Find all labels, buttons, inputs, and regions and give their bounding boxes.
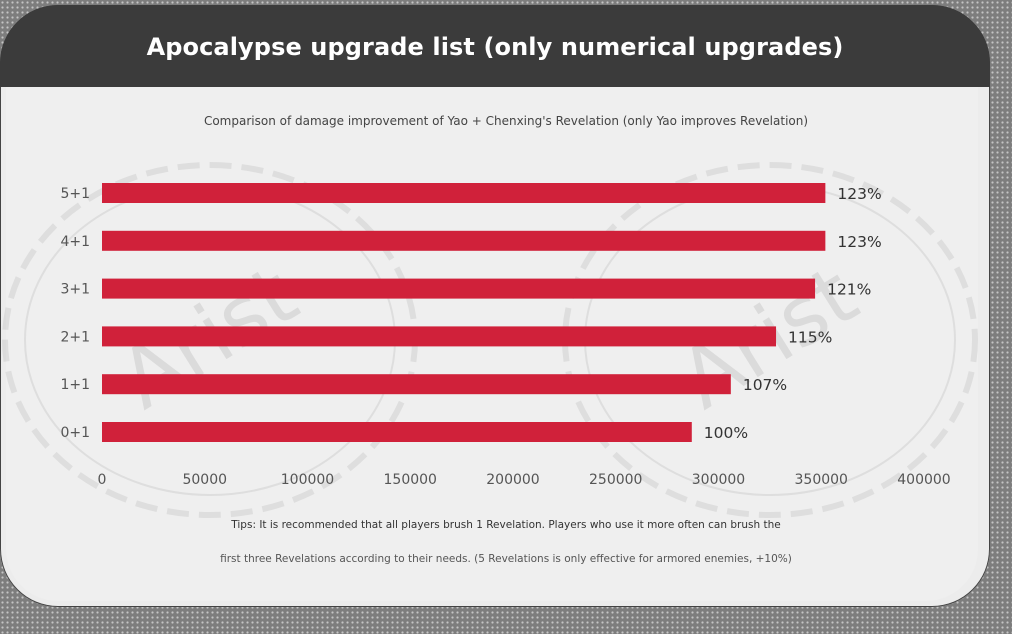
bar-5+1 <box>102 183 826 203</box>
bar-4+1 <box>102 230 826 251</box>
x-tick-label: 50000 <box>182 472 227 488</box>
x-tick-label: 300000 <box>692 472 745 488</box>
data-label: 107% <box>743 376 787 394</box>
category-label: 5+1 <box>60 186 90 202</box>
category-label: 2+1 <box>60 329 90 345</box>
data-label: 123% <box>837 185 881 203</box>
data-label: 100% <box>704 424 748 442</box>
category-label: 1+1 <box>60 377 90 393</box>
x-tick-label: 0 <box>98 472 107 488</box>
bar-2+1 <box>102 326 777 347</box>
category-labels: 5+1 4+1 3+1 2+1 1+1 0+1 <box>60 186 90 441</box>
x-tick-label: 250000 <box>589 472 642 488</box>
data-label: 121% <box>827 281 871 299</box>
header-bar: Apocalypse upgrade list (only numerical … <box>0 5 990 87</box>
x-axis-ticks: 0 50000 100000 150000 200000 250000 300000 3500… <box>98 472 951 488</box>
bar-0+1 <box>102 422 692 442</box>
x-tick-label: 150000 <box>384 472 437 488</box>
content-card: Apocalypse upgrade list (only numerical … <box>0 5 990 607</box>
chart-title: Comparison of damage improvement of Yao … <box>203 114 809 128</box>
data-label: 123% <box>837 233 881 251</box>
page-title: Apocalypse upgrade list (only numerical … <box>146 33 844 61</box>
x-tick-label: 400000 <box>897 472 950 488</box>
tips-line-1: Tips: It is recommended that all players… <box>231 519 781 531</box>
category-label: 0+1 <box>60 425 90 441</box>
x-tick-label: 350000 <box>795 472 848 488</box>
category-label: 3+1 <box>60 282 90 298</box>
data-label: 115% <box>788 328 832 346</box>
category-label: 4+1 <box>60 234 90 250</box>
data-labels: 123% 123% 121% 115% 107% 100% <box>704 185 882 442</box>
x-tick-label: 100000 <box>281 472 334 488</box>
tips-line-2: first three Revelations according to the… <box>220 553 792 565</box>
bar-3+1 <box>102 278 816 299</box>
x-tick-label: 200000 <box>486 472 539 488</box>
bar-1+1 <box>102 374 731 395</box>
bars-layer <box>102 183 826 442</box>
